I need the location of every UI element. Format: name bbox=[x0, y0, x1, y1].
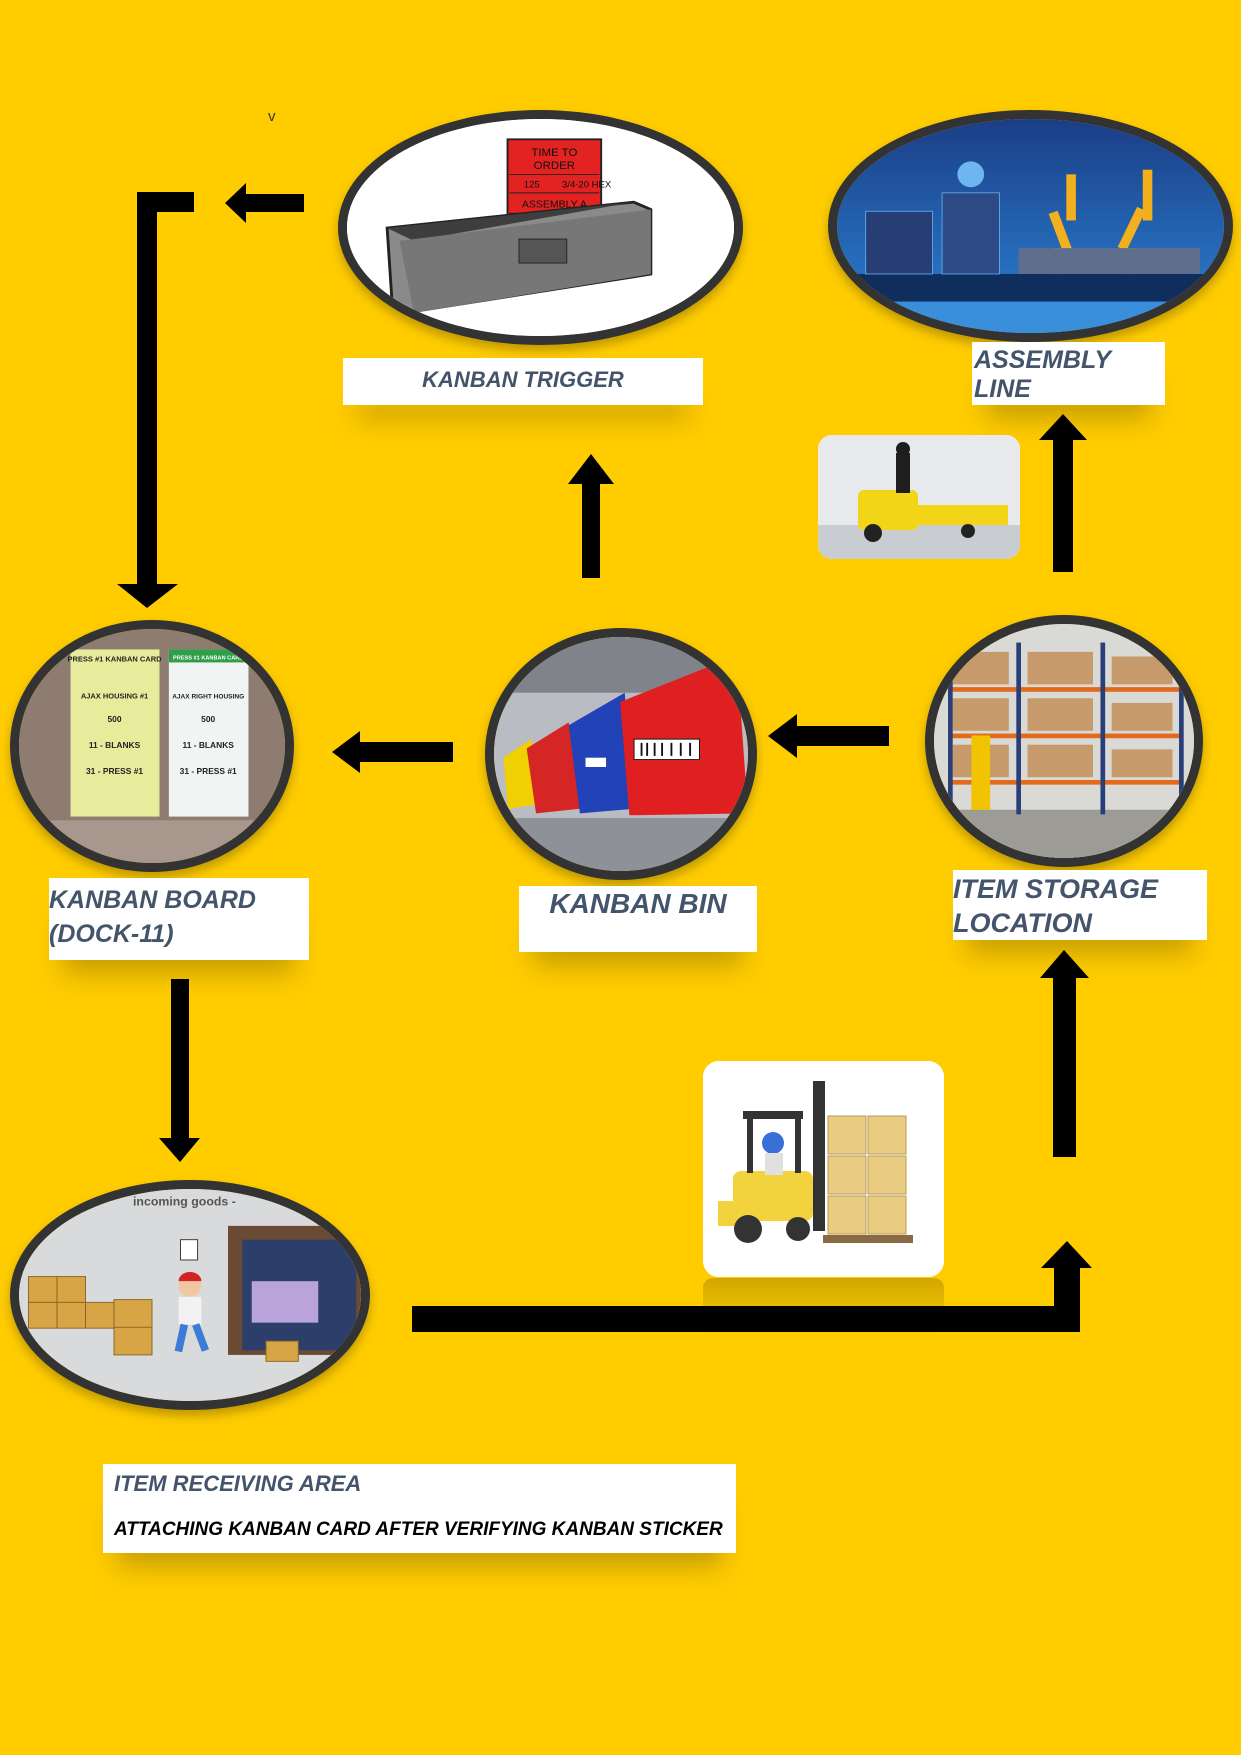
arrow-to-board bbox=[117, 192, 178, 608]
boxes-icon bbox=[28, 1276, 299, 1362]
assembly-line-label: ASSEMBLY LINE bbox=[972, 342, 1165, 405]
arrow-to-storage bbox=[1040, 950, 1089, 1157]
item-storage-label: ITEM STORAGE LOCATION bbox=[953, 870, 1207, 940]
kanban-bin-text: KANBAN BIN bbox=[549, 888, 727, 919]
arrow-storage-to-assembly bbox=[1039, 414, 1087, 572]
kanban-board-label: KANBAN BOARD (DOCK-11) bbox=[49, 878, 309, 960]
assembly-line-image bbox=[828, 110, 1233, 342]
arrow-bin-to-trigger bbox=[568, 454, 614, 578]
kanban-card-left bbox=[70, 649, 160, 817]
left-card-to: 31 - PRESS #1 bbox=[86, 766, 143, 776]
card-line-5: ASSEMBLY A bbox=[522, 200, 587, 211]
stray-mark: v bbox=[268, 108, 276, 125]
tugger-photo bbox=[818, 435, 1020, 559]
forklift-reflection bbox=[703, 1278, 944, 1334]
right-card-part: AJAX RIGHT HOUSING bbox=[172, 694, 244, 701]
item-storage-line-2: LOCATION bbox=[953, 908, 1092, 938]
arrow-trigger-left bbox=[225, 183, 304, 223]
worker-icon bbox=[174, 1271, 210, 1353]
receiving-image-text: incoming goods - bbox=[133, 1195, 236, 1209]
item-receiving-subtext: ATTACHING KANBAN CARD AFTER VERIFYING KA… bbox=[114, 1519, 723, 1540]
arrow-receiving-to-storage bbox=[412, 1241, 1092, 1332]
kanban-card-right bbox=[168, 649, 249, 817]
left-card-part: AJAX HOUSING #1 bbox=[81, 692, 148, 701]
right-card-from: 11 - BLANKS bbox=[182, 740, 234, 750]
right-card-qty: 500 bbox=[201, 714, 215, 724]
red-bin-icon bbox=[620, 655, 748, 816]
arrow-board-to-receiving bbox=[159, 979, 200, 1162]
card-line-1: TIME TO bbox=[531, 147, 577, 159]
card-line-3: 125 bbox=[524, 178, 540, 189]
item-receiving-text: ITEM RECEIVING AREA bbox=[114, 1471, 362, 1496]
blue-bin-icon bbox=[568, 692, 635, 814]
right-card-to: 31 - PRESS #1 bbox=[180, 766, 237, 776]
left-card-qty: 500 bbox=[108, 714, 122, 724]
kanban-board-line-2: (DOCK-11) bbox=[49, 920, 174, 948]
kanban-bin-label: KANBAN BIN bbox=[519, 886, 757, 952]
forklift-photo bbox=[703, 1061, 944, 1277]
item-storage-line-1: ITEM STORAGE bbox=[953, 874, 1159, 904]
kanban-trigger-label: KANBAN TRIGGER bbox=[343, 358, 703, 405]
kanban-bin-image bbox=[485, 628, 757, 880]
card-line-4: 3/4-20 HEX bbox=[562, 178, 612, 189]
kanban-trigger-image: TIME TO ORDER 125 3/4-20 HEX ASSEMBLY A … bbox=[338, 110, 743, 345]
left-card-from: 11 - BLANKS bbox=[89, 740, 141, 750]
right-card-title: PRESS #1 KANBAN CARD bbox=[173, 656, 243, 662]
pallet-boxes-icon bbox=[827, 1115, 907, 1235]
kanban-board-image: PRESS #1 KANBAN CARD AJAX HOUSING #1 500… bbox=[10, 620, 294, 872]
left-card-title: PRESS #1 KANBAN CARD bbox=[68, 655, 163, 664]
item-storage-image bbox=[925, 615, 1203, 867]
card-line-2: ORDER bbox=[534, 160, 575, 172]
arrow-bin-to-board bbox=[332, 731, 453, 773]
item-receiving-label: ITEM RECEIVING AREA ATTACHING KANBAN CAR… bbox=[103, 1464, 736, 1553]
arrow-storage-to-bin bbox=[768, 714, 889, 758]
forklift-icon bbox=[718, 1081, 825, 1243]
kanban-trigger-text: KANBAN TRIGGER bbox=[422, 367, 624, 392]
kanban-board-line-1: KANBAN BOARD bbox=[49, 886, 256, 914]
assembly-line-text: ASSEMBLY LINE bbox=[974, 346, 1111, 403]
item-receiving-image: incoming goods - bbox=[10, 1180, 370, 1410]
tugger-vehicle-icon bbox=[858, 490, 918, 530]
